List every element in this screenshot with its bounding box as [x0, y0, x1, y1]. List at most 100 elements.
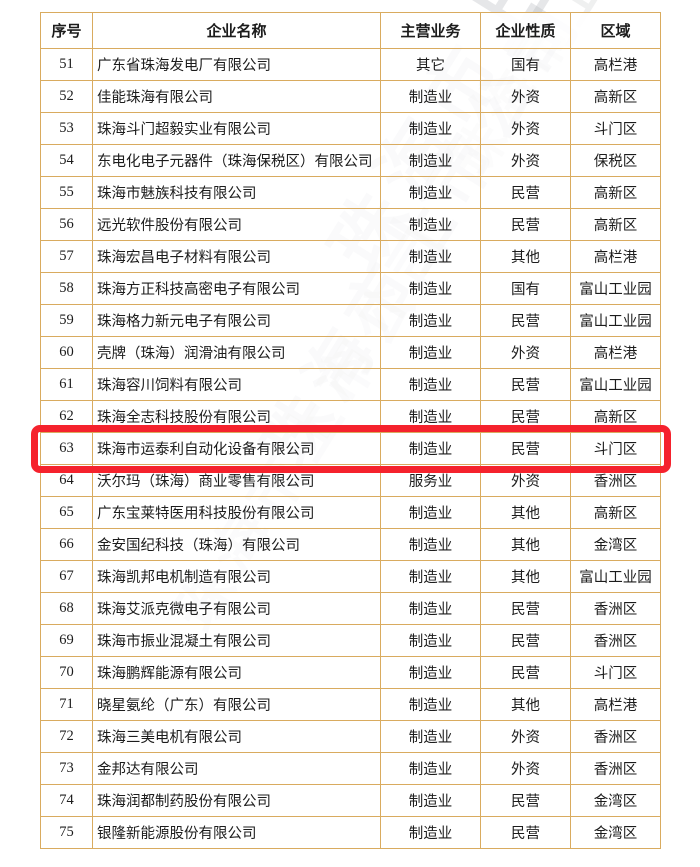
cell-biz: 制造业 [380, 400, 481, 433]
cell-biz: 制造业 [380, 112, 481, 145]
cell-area: 富山工业园 [570, 560, 661, 593]
cell-type: 外资 [480, 112, 571, 145]
cell-seq: 73 [40, 752, 93, 785]
table-row[interactable]: 59 珠海格力新元电子有限公司 制造业 民营 富山工业园 [40, 304, 661, 337]
cell-type: 外资 [480, 80, 571, 113]
table-header: 序号 企业名称 主营业务 企业性质 区域 [40, 12, 661, 49]
table-row[interactable]: 66 金安国纪科技（珠海）有限公司 制造业 其他 金湾区 [40, 528, 661, 561]
cell-name: 珠海方正科技高密电子有限公司 [92, 272, 381, 305]
cell-name: 珠海艾派克微电子有限公司 [92, 592, 381, 625]
cell-type: 民营 [480, 656, 571, 689]
cell-biz: 制造业 [380, 368, 481, 401]
cell-type: 外资 [480, 752, 571, 785]
table-row[interactable]: 57 珠海宏昌电子材料有限公司 制造业 其他 高栏港 [40, 240, 661, 273]
cell-seq: 64 [40, 464, 93, 497]
cell-type: 民营 [480, 784, 571, 817]
cell-name: 珠海市魅族科技有限公司 [92, 176, 381, 209]
table-row[interactable]: 52 佳能珠海有限公司 制造业 外资 高新区 [40, 80, 661, 113]
cell-seq: 65 [40, 496, 93, 529]
table-row[interactable]: 65 广东宝莱特医用科技股份有限公司 制造业 其他 高新区 [40, 496, 661, 529]
cell-biz: 制造业 [380, 528, 481, 561]
table-row[interactable]: 69 珠海市振业混凝土有限公司 制造业 民营 香洲区 [40, 624, 661, 657]
cell-type: 外资 [480, 336, 571, 369]
table-row[interactable]: 73 金邦达有限公司 制造业 外资 香洲区 [40, 752, 661, 785]
cell-area: 高新区 [570, 80, 661, 113]
table-row[interactable]: 56 远光软件股份有限公司 制造业 民营 高新区 [40, 208, 661, 241]
cell-type: 其他 [480, 560, 571, 593]
enterprise-list-table: 序号 企业名称 主营业务 企业性质 区域 51 广东省珠海发电厂有限公司 其它 国有 高栏港 52… [40, 12, 661, 849]
cell-name: 珠海市运泰利自动化设备有限公司 [92, 432, 381, 465]
cell-seq: 61 [40, 368, 93, 401]
cell-seq: 69 [40, 624, 93, 657]
cell-area: 富山工业园 [570, 368, 661, 401]
cell-biz: 制造业 [380, 816, 481, 849]
cell-name: 佳能珠海有限公司 [92, 80, 381, 113]
cell-type: 民营 [480, 368, 571, 401]
column-header-biz: 主营业务 [380, 12, 481, 49]
cell-biz: 其它 [380, 48, 481, 81]
cell-type: 其他 [480, 240, 571, 273]
enterprise-list-container: 序号 企业名称 主营业务 企业性质 区域 51 广东省珠海发电厂有限公司 其它 国有 高栏港 52… [40, 12, 661, 849]
cell-type: 民营 [480, 624, 571, 657]
cell-name: 东电化电子元器件（珠海保税区）有限公司 [92, 144, 381, 177]
table-row[interactable]: 68 珠海艾派克微电子有限公司 制造业 民营 香洲区 [40, 592, 661, 625]
cell-type: 民营 [480, 816, 571, 849]
cell-name: 珠海全志科技股份有限公司 [92, 400, 381, 433]
cell-biz: 制造业 [380, 208, 481, 241]
cell-name: 珠海市振业混凝土有限公司 [92, 624, 381, 657]
cell-seq: 51 [40, 48, 93, 81]
table-row[interactable]: 70 珠海鹏辉能源有限公司 制造业 民营 斗门区 [40, 656, 661, 689]
cell-biz: 制造业 [380, 304, 481, 337]
cell-area: 高新区 [570, 208, 661, 241]
cell-area: 富山工业园 [570, 304, 661, 337]
cell-name: 珠海格力新元电子有限公司 [92, 304, 381, 337]
column-header-type: 企业性质 [480, 12, 571, 49]
cell-biz: 制造业 [380, 336, 481, 369]
cell-area: 金湾区 [570, 816, 661, 849]
cell-seq: 75 [40, 816, 93, 849]
cell-name: 珠海容川饲料有限公司 [92, 368, 381, 401]
table-row[interactable]: 58 珠海方正科技高密电子有限公司 制造业 国有 富山工业园 [40, 272, 661, 305]
cell-area: 斗门区 [570, 112, 661, 145]
cell-type: 民营 [480, 432, 571, 465]
cell-biz: 制造业 [380, 688, 481, 721]
table-row[interactable]: 67 珠海凯邦电机制造有限公司 制造业 其他 富山工业园 [40, 560, 661, 593]
table-row[interactable]: 74 珠海润都制药股份有限公司 制造业 民营 金湾区 [40, 784, 661, 817]
cell-area: 香洲区 [570, 592, 661, 625]
cell-biz: 服务业 [380, 464, 481, 497]
table-row[interactable]: 62 珠海全志科技股份有限公司 制造业 民营 高新区 [40, 400, 661, 433]
cell-name: 广东宝莱特医用科技股份有限公司 [92, 496, 381, 529]
table-row[interactable]: 61 珠海容川饲料有限公司 制造业 民营 富山工业园 [40, 368, 661, 401]
column-header-area: 区域 [570, 12, 661, 49]
cell-biz: 制造业 [380, 176, 481, 209]
cell-biz: 制造业 [380, 496, 481, 529]
cell-type: 其他 [480, 528, 571, 561]
cell-name: 银隆新能源股份有限公司 [92, 816, 381, 849]
cell-type: 外资 [480, 464, 571, 497]
column-header-seq: 序号 [40, 12, 93, 49]
cell-biz: 制造业 [380, 80, 481, 113]
cell-biz: 制造业 [380, 720, 481, 753]
cell-type: 外资 [480, 720, 571, 753]
cell-biz: 制造业 [380, 144, 481, 177]
table-row[interactable]: 72 珠海三美电机有限公司 制造业 外资 香洲区 [40, 720, 661, 753]
cell-name: 珠海鹏辉能源有限公司 [92, 656, 381, 689]
table-row[interactable]: 53 珠海斗门超毅实业有限公司 制造业 外资 斗门区 [40, 112, 661, 145]
table-row[interactable]: 55 珠海市魅族科技有限公司 制造业 民营 高新区 [40, 176, 661, 209]
table-row[interactable]: 64 沃尔玛（珠海）商业零售有限公司 服务业 外资 香洲区 [40, 464, 661, 497]
table-row[interactable]: 54 东电化电子元器件（珠海保税区）有限公司 制造业 外资 保税区 [40, 144, 661, 177]
table-row[interactable]: 75 银隆新能源股份有限公司 制造业 民营 金湾区 [40, 816, 661, 849]
cell-type: 民营 [480, 400, 571, 433]
cell-name: 壳牌（珠海）润滑油有限公司 [92, 336, 381, 369]
cell-seq: 56 [40, 208, 93, 241]
cell-name: 金安国纪科技（珠海）有限公司 [92, 528, 381, 561]
table-row[interactable]: 60 壳牌（珠海）润滑油有限公司 制造业 外资 高栏港 [40, 336, 661, 369]
table-row[interactable]: 71 晓星氨纶（广东）有限公司 制造业 其他 高栏港 [40, 688, 661, 721]
cell-name: 金邦达有限公司 [92, 752, 381, 785]
table-row-highlighted[interactable]: 63 珠海市运泰利自动化设备有限公司 制造业 民营 斗门区 [40, 432, 661, 465]
cell-biz: 制造业 [380, 432, 481, 465]
table-row[interactable]: 51 广东省珠海发电厂有限公司 其它 国有 高栏港 [40, 48, 661, 81]
cell-area: 高栏港 [570, 240, 661, 273]
cell-seq: 57 [40, 240, 93, 273]
cell-type: 国有 [480, 48, 571, 81]
